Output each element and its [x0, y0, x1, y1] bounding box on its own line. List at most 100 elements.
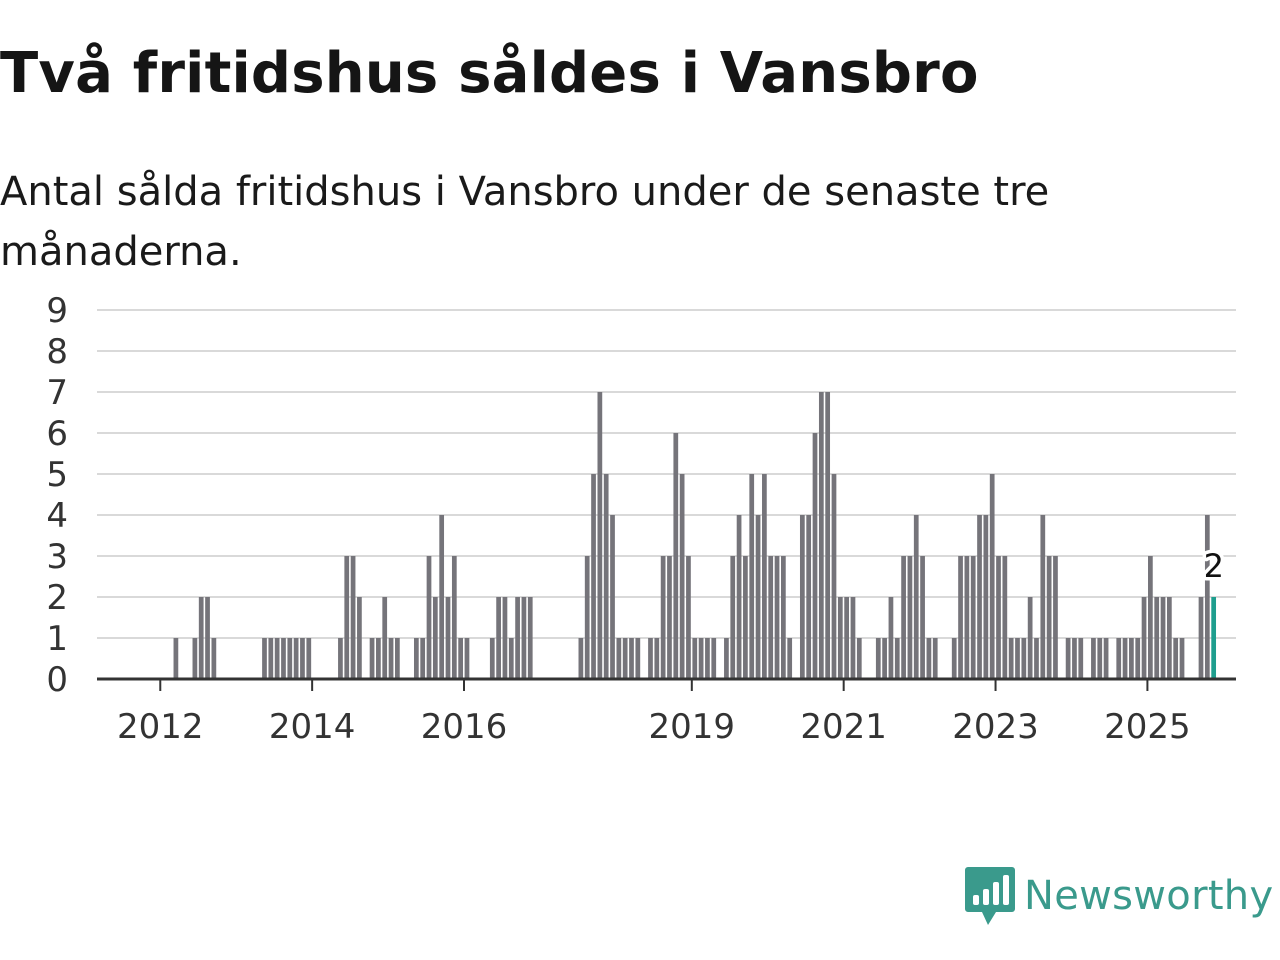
bar: [1198, 597, 1204, 679]
bar: [907, 556, 913, 679]
bar: [844, 597, 850, 679]
y-tick-label: 2: [46, 578, 68, 618]
bar: [395, 638, 400, 679]
x-tick-label: 2021: [800, 707, 887, 747]
bar: [458, 638, 464, 679]
bar: [192, 638, 198, 679]
bar: [926, 638, 932, 679]
bar: [1116, 638, 1122, 679]
bar: [983, 515, 989, 679]
bar: [451, 556, 457, 679]
y-tick-label: 1: [46, 619, 68, 659]
x-tick-label: 2025: [1104, 707, 1191, 747]
bar: [888, 597, 894, 679]
bar: [977, 515, 982, 679]
bar: [698, 638, 704, 679]
bar: [1091, 638, 1096, 679]
bar: [1148, 556, 1153, 679]
x-tick-label: 2016: [421, 707, 508, 747]
bar: [205, 597, 210, 679]
bar: [629, 638, 634, 679]
bar: [654, 638, 660, 679]
bar: [445, 597, 451, 679]
bar: [1173, 638, 1179, 679]
bar: [806, 515, 812, 679]
bar: [1141, 597, 1147, 679]
bar: [660, 556, 666, 679]
bar: [1015, 638, 1020, 679]
bar: [350, 556, 356, 679]
bar: [344, 556, 350, 679]
bar: [293, 638, 299, 679]
bar: [1034, 638, 1039, 679]
highlight-annotation: 2: [1200, 544, 1227, 589]
bar: [508, 638, 514, 679]
bar: [1065, 638, 1071, 679]
bar: [1053, 556, 1058, 679]
bar: [996, 556, 1001, 679]
bar: [1097, 638, 1103, 679]
bar: [1008, 638, 1014, 679]
bar: [413, 638, 419, 679]
bar: [1160, 597, 1166, 679]
x-axis-tick-labels: 2012 2014 2016 2019 2021 2023 2025: [117, 707, 1191, 747]
bar: [913, 515, 919, 679]
bar: [920, 556, 925, 679]
bar: [1103, 638, 1109, 679]
bar: [755, 515, 761, 679]
y-tick-label: 3: [46, 537, 68, 577]
bar: [730, 556, 736, 679]
bar: [306, 638, 312, 679]
bar: [850, 597, 856, 679]
x-tick-label: 2012: [117, 707, 204, 747]
bar: [667, 556, 672, 679]
bar: [743, 556, 748, 679]
bar: [711, 638, 717, 679]
bar: [376, 638, 381, 679]
bar: [198, 597, 204, 679]
bar: [211, 638, 217, 679]
bar: [1072, 638, 1077, 679]
highlight-value-label: 2: [1204, 547, 1224, 585]
bar: [369, 638, 375, 679]
bar: [951, 638, 957, 679]
bar: [591, 474, 596, 679]
bar: [1204, 515, 1210, 679]
bar: [762, 474, 767, 679]
bar: [812, 433, 818, 679]
bar: [837, 597, 843, 679]
x-tick-label: 2014: [269, 707, 356, 747]
bar: [622, 638, 628, 679]
bar: [787, 638, 793, 679]
bar: [1002, 556, 1008, 679]
bar: [825, 392, 831, 679]
bar: [1154, 597, 1160, 679]
bar: [686, 556, 691, 679]
y-tick-label: 0: [46, 660, 68, 700]
y-tick-label: 5: [46, 455, 68, 495]
bar: [635, 638, 641, 679]
bar: [724, 638, 729, 679]
bar: [584, 556, 590, 679]
bar: [338, 638, 343, 679]
bar: [281, 638, 286, 679]
bar: [268, 638, 274, 679]
grid-lines: [97, 309, 1236, 639]
bar: [901, 556, 906, 679]
bar: [597, 392, 603, 679]
bar: [932, 638, 938, 679]
bar: [856, 638, 862, 679]
bar: [818, 392, 824, 679]
bar: [578, 638, 584, 679]
bar: [958, 556, 963, 679]
bar: [882, 638, 887, 679]
bar: [426, 556, 432, 679]
chart-subtitle: Antal sålda fritidshus i Vansbro under d…: [0, 169, 1050, 275]
bars: [173, 392, 1217, 679]
bar: [515, 597, 520, 679]
bar: [262, 638, 267, 679]
bar: [774, 556, 780, 679]
bar: [1040, 515, 1046, 679]
